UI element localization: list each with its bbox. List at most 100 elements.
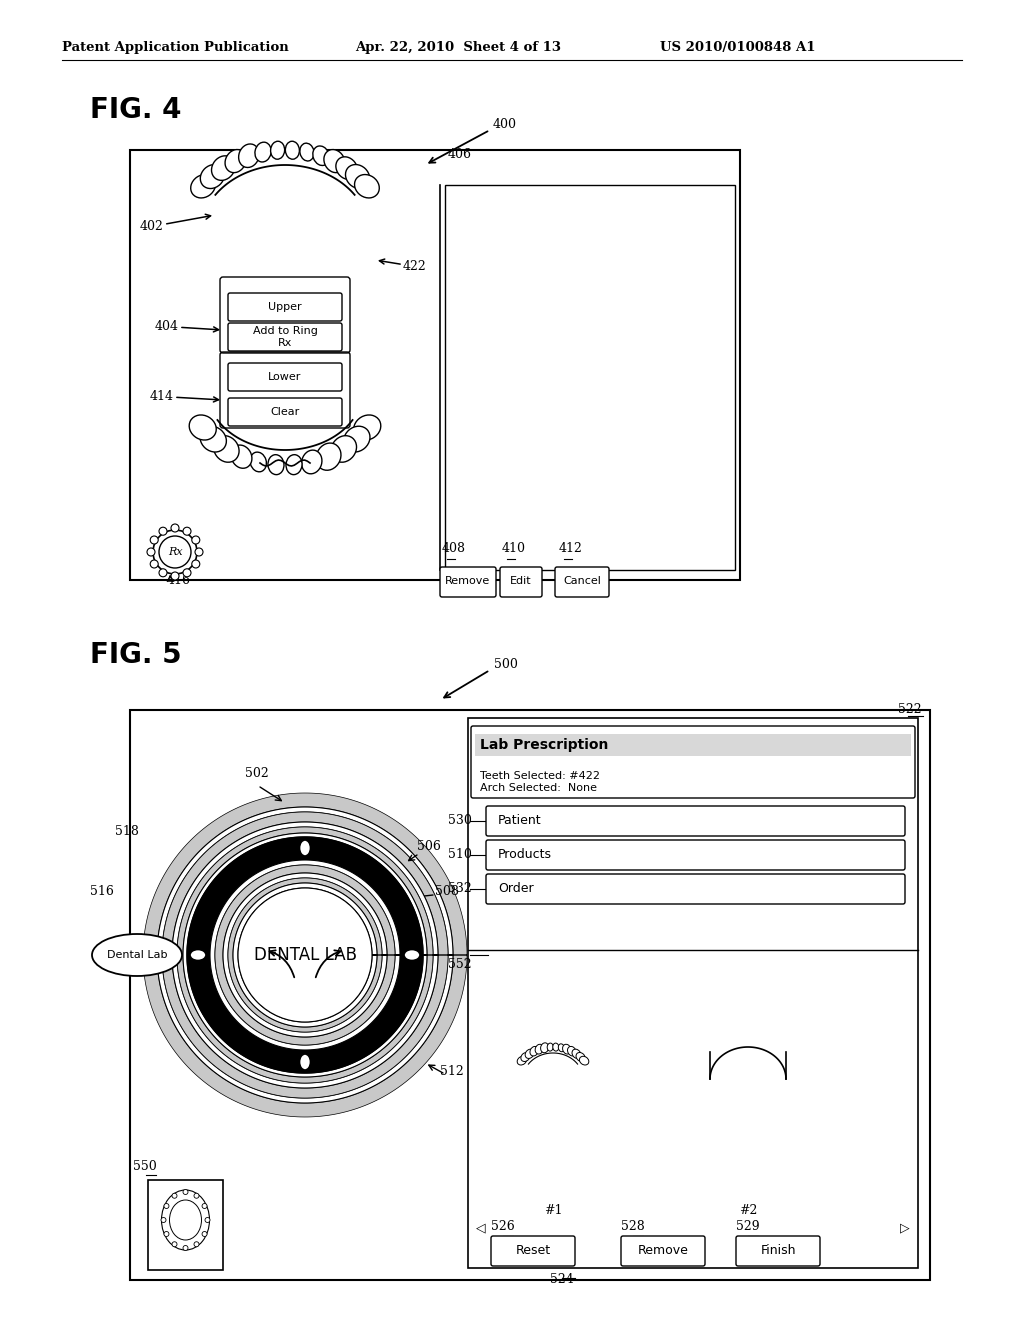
Circle shape [171,572,179,579]
Polygon shape [233,883,377,1027]
Text: 404: 404 [155,319,218,333]
Text: 500: 500 [494,659,518,672]
Circle shape [159,536,191,568]
Text: 520: 520 [470,726,494,739]
Ellipse shape [190,949,206,961]
Text: Patient: Patient [498,814,542,828]
Ellipse shape [525,1049,534,1059]
FancyBboxPatch shape [486,874,905,904]
Text: 502: 502 [245,767,268,780]
Ellipse shape [189,414,216,440]
Ellipse shape [312,147,330,165]
Text: Rx: Rx [168,546,182,557]
Text: Reset: Reset [515,1245,551,1258]
Ellipse shape [547,1043,553,1051]
Ellipse shape [268,454,284,475]
Text: 506: 506 [417,840,441,853]
Text: US 2010/0100848 A1: US 2010/0100848 A1 [660,41,815,54]
Ellipse shape [299,1053,310,1071]
Text: 508: 508 [435,884,459,898]
Ellipse shape [286,141,299,160]
Text: 410: 410 [502,543,526,554]
Polygon shape [228,878,382,1032]
Circle shape [183,569,191,577]
Ellipse shape [572,1049,581,1059]
Text: 512: 512 [440,1065,464,1078]
Circle shape [147,548,155,556]
Text: Upper: Upper [268,302,302,312]
Ellipse shape [344,426,370,451]
Text: FIG. 4: FIG. 4 [90,96,181,124]
FancyBboxPatch shape [228,293,342,321]
Text: 530: 530 [449,814,472,828]
Circle shape [183,527,191,535]
Circle shape [151,536,159,544]
Text: 550: 550 [133,1160,157,1173]
Text: FIG. 5: FIG. 5 [90,642,181,669]
Ellipse shape [286,454,302,475]
Ellipse shape [553,1043,559,1051]
FancyBboxPatch shape [445,185,735,570]
Text: 412: 412 [559,543,583,554]
Text: ▷: ▷ [900,1221,909,1234]
Ellipse shape [353,414,381,440]
Ellipse shape [345,165,370,189]
Ellipse shape [316,444,341,470]
Text: 516: 516 [90,884,114,898]
Ellipse shape [190,174,215,198]
Text: Remove: Remove [638,1245,688,1258]
Ellipse shape [567,1047,577,1056]
Circle shape [171,524,179,532]
Text: 552: 552 [449,958,472,972]
Text: 406: 406 [449,149,472,161]
Ellipse shape [270,141,285,160]
Ellipse shape [194,1242,199,1247]
Text: Lower: Lower [268,372,302,381]
Text: 518: 518 [115,825,139,838]
Polygon shape [177,828,433,1082]
Text: Teeth Selected: #422: Teeth Selected: #422 [480,771,600,781]
Text: 522: 522 [898,704,922,715]
Ellipse shape [164,1232,169,1237]
Text: Cancel: Cancel [563,576,601,586]
Circle shape [153,531,197,574]
Ellipse shape [205,1217,210,1222]
Text: Finish: Finish [760,1245,796,1258]
Ellipse shape [194,1193,199,1199]
Ellipse shape [517,1056,526,1065]
Ellipse shape [183,1189,188,1195]
FancyBboxPatch shape [130,150,740,579]
Circle shape [159,569,167,577]
Circle shape [238,888,372,1022]
Text: #2: #2 [738,1204,757,1217]
Polygon shape [223,873,387,1038]
Ellipse shape [521,1052,530,1061]
Ellipse shape [201,165,224,189]
Text: Order: Order [498,883,534,895]
FancyBboxPatch shape [490,1236,575,1266]
Polygon shape [215,865,395,1045]
Ellipse shape [213,436,239,462]
Ellipse shape [212,156,236,181]
Ellipse shape [172,1242,177,1247]
Text: Patent Application Publication: Patent Application Publication [62,41,289,54]
Text: 422: 422 [380,259,427,273]
Text: Apr. 22, 2010  Sheet 4 of 13: Apr. 22, 2010 Sheet 4 of 13 [355,41,561,54]
Text: 510: 510 [449,849,472,862]
FancyBboxPatch shape [148,1180,223,1270]
Ellipse shape [92,935,182,975]
Ellipse shape [200,426,226,451]
FancyBboxPatch shape [471,726,915,799]
Ellipse shape [336,157,357,180]
Ellipse shape [577,1052,585,1061]
Ellipse shape [562,1044,570,1055]
FancyBboxPatch shape [475,734,911,756]
Circle shape [159,527,167,535]
FancyBboxPatch shape [228,363,342,391]
Text: 526: 526 [490,1220,515,1233]
Ellipse shape [202,1204,207,1209]
FancyBboxPatch shape [468,718,918,1269]
Ellipse shape [302,450,322,474]
Text: Remove: Remove [445,576,490,586]
Text: 529: 529 [736,1220,760,1233]
